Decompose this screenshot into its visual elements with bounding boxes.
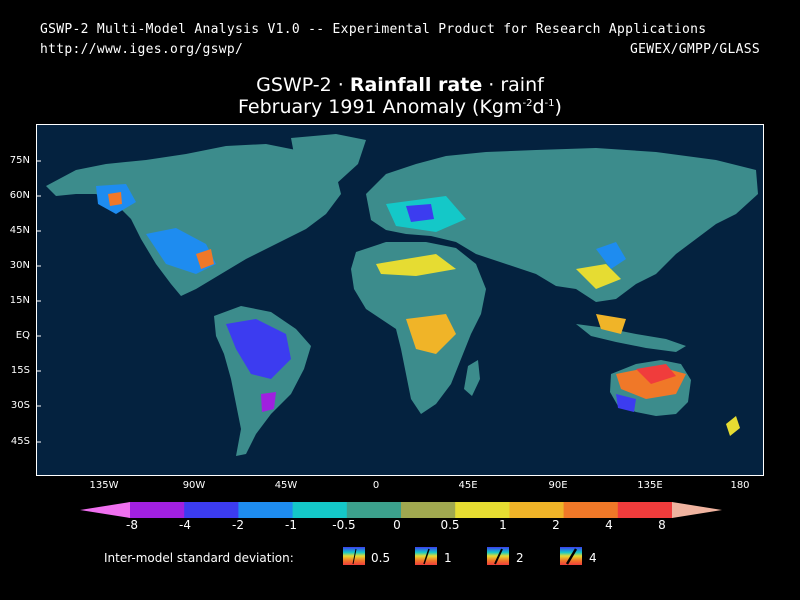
lat-label: 30S — [10, 400, 30, 411]
colorbar-segment — [184, 502, 239, 518]
colorbar-label: -2 — [232, 518, 244, 532]
lon-label: 135E — [637, 480, 663, 491]
lat-label: 30N — [9, 260, 30, 271]
sd-value: 1 — [444, 551, 452, 565]
landmass-eurasia — [366, 148, 758, 302]
lat-tick-marks — [36, 160, 41, 443]
map-title: GSWP-2 · Rainfall rate · rainf — [0, 74, 800, 96]
lon-label: 180 — [730, 480, 750, 491]
colorbar-segment — [672, 502, 722, 518]
landmass-greenland — [291, 134, 366, 190]
header-product-line: GSWP-2 Multi-Model Analysis V1.0 -- Expe… — [40, 22, 707, 37]
landmass-indonesia — [576, 324, 686, 352]
sd-swatch-icon — [486, 546, 510, 570]
sd-value: 2 — [516, 551, 524, 565]
lat-label: 45N — [9, 225, 30, 236]
colorbar-segment — [509, 502, 565, 518]
title-variable: Rainfall rate — [349, 74, 483, 96]
colorbar-segment — [617, 502, 673, 518]
lat-label: 60N — [9, 190, 30, 201]
title-prefix: GSWP-2 · — [256, 74, 350, 96]
subtitle-end: ) — [554, 96, 562, 118]
colorbar-segment — [292, 502, 348, 518]
sd-swatch-icon — [414, 546, 438, 570]
colorbar-label: -8 — [126, 518, 138, 532]
sd-value: 4 — [589, 551, 597, 565]
colorbar-segment — [455, 502, 510, 518]
colorbar-segment — [130, 502, 185, 518]
sd-value: 0.5 — [371, 551, 391, 565]
colorbar-label: -4 — [179, 518, 191, 532]
lat-label: 15S — [10, 365, 30, 376]
landmass-japan — [644, 224, 664, 254]
sd-swatch-icon — [559, 546, 583, 570]
lon-label: 90E — [548, 480, 568, 491]
lon-label: 45W — [274, 480, 298, 491]
lon-label: 0 — [372, 480, 380, 491]
landmass-madagascar — [464, 360, 480, 396]
lon-label: 90W — [182, 480, 206, 491]
header-url: http://www.iges.org/gswp/ — [40, 42, 244, 57]
colorbar-segment — [80, 502, 130, 518]
colorbar-label: 4 — [605, 518, 613, 532]
subtitle-mid: d — [532, 96, 545, 118]
world-map — [36, 124, 764, 476]
landmass-new-zealand — [726, 416, 740, 436]
colorbar-label: 0 — [393, 518, 401, 532]
colorbar-segment — [563, 502, 619, 518]
lon-label: 45E — [458, 480, 478, 491]
subtitle-sup2: -1 — [544, 98, 555, 109]
landmass-north-america — [46, 144, 341, 296]
lat-label: 75N — [9, 155, 30, 166]
header-project: GEWEX/GMPP/GLASS — [629, 42, 760, 57]
colorbar-label: 0.5 — [440, 518, 460, 532]
map-subtitle: February 1991 Anomaly (Kgm-2d-1) — [0, 96, 800, 118]
lat-label: EQ — [15, 330, 30, 341]
title-suffix: · rainf — [482, 74, 544, 96]
lat-label: 15N — [9, 295, 30, 306]
lon-label: 135W — [89, 480, 119, 491]
lat-label: 45S — [10, 436, 30, 447]
colorbar-segment — [401, 502, 456, 518]
sd-legend-label: Inter-model standard deviation: — [104, 551, 294, 565]
colorbar-label: -1 — [285, 518, 297, 532]
subtitle-sup1: -2 — [522, 98, 533, 109]
colorbar — [80, 502, 722, 518]
colorbar-label: 2 — [552, 518, 560, 532]
colorbar-segment — [346, 502, 402, 518]
colorbar-label: 1 — [499, 518, 507, 532]
anomaly-patches — [96, 184, 686, 412]
colorbar-label: 8 — [658, 518, 666, 532]
sd-swatch-icon — [342, 546, 366, 570]
colorbar-label: -0.5 — [332, 518, 356, 532]
colorbar-segment — [238, 502, 294, 518]
subtitle-text: February 1991 Anomaly (Kgm — [238, 96, 523, 118]
